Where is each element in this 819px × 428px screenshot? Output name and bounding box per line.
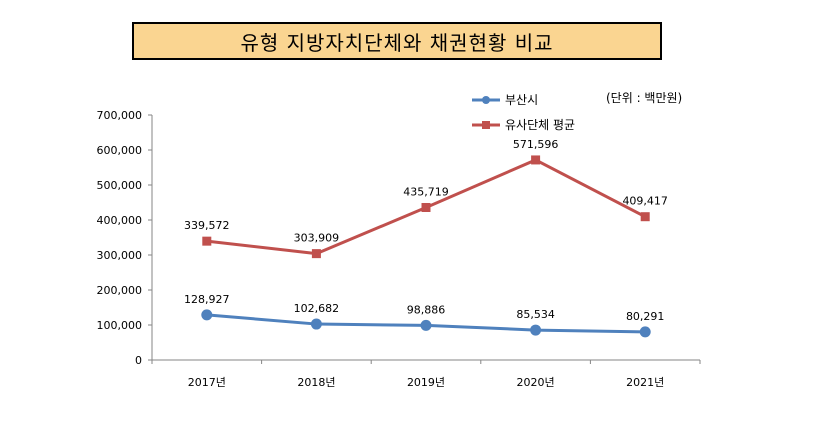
x-tick-label: 2018년 [297, 376, 335, 389]
data-point [420, 319, 432, 331]
data-label: 571,596 [513, 138, 559, 151]
x-tick-label: 2020년 [517, 376, 555, 389]
data-label: 102,682 [294, 302, 340, 315]
x-tick-label: 2021년 [626, 376, 664, 389]
x-tick-label: 2017년 [188, 376, 226, 389]
y-tick-label: 500,000 [97, 179, 143, 192]
data-point [202, 236, 212, 246]
data-label: 128,927 [184, 293, 230, 306]
data-label: 409,417 [622, 195, 668, 208]
data-point [311, 249, 321, 259]
legend-label: 유사단체 평균 [505, 118, 575, 132]
y-tick-label: 0 [135, 354, 142, 367]
y-tick-label: 300,000 [97, 249, 143, 262]
data-point [201, 309, 213, 321]
data-label: 80,291 [626, 310, 665, 323]
legend-label: 부산시 [505, 93, 538, 107]
data-point [639, 326, 651, 338]
y-tick-label: 200,000 [97, 284, 143, 297]
chart-title: 유형 지방자치단체와 채권현황 비교 [132, 22, 662, 60]
legend-marker [482, 121, 490, 129]
y-tick-label: 700,000 [97, 109, 143, 122]
data-point [310, 318, 322, 330]
data-point [421, 202, 431, 212]
data-point [640, 212, 650, 222]
unit-note: (단위 : 백만원) [606, 91, 683, 105]
y-tick-label: 400,000 [97, 214, 143, 227]
data-label: 435,719 [403, 185, 449, 198]
x-tick-label: 2019년 [407, 376, 445, 389]
data-label: 303,909 [294, 232, 340, 245]
y-tick-label: 600,000 [97, 144, 143, 157]
data-point [531, 155, 541, 165]
data-point [530, 324, 542, 336]
data-label: 339,572 [184, 219, 230, 232]
data-label: 98,886 [407, 303, 446, 316]
data-label: 85,534 [516, 308, 555, 321]
y-tick-label: 100,000 [97, 319, 143, 332]
legend-marker [482, 96, 490, 104]
